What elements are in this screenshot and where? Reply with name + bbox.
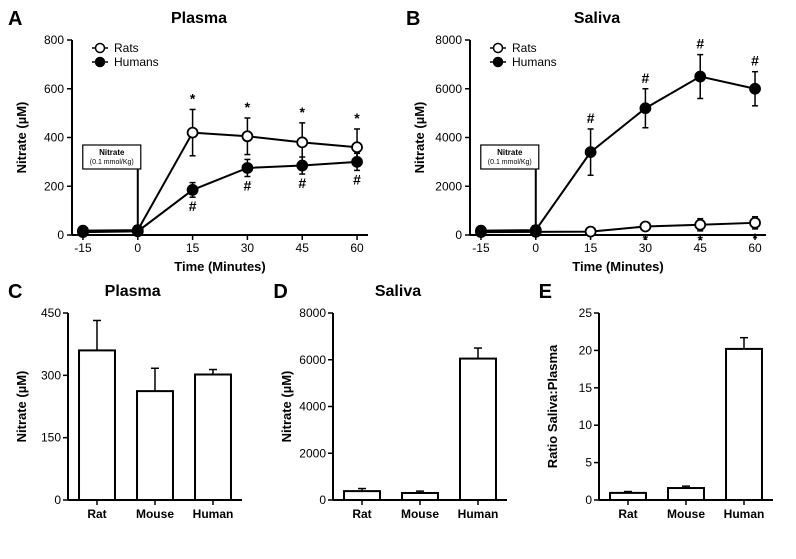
svg-text:Nitrate (µM): Nitrate (µM) — [14, 102, 29, 174]
panel-c: C Plasma 0 150 300 450 Nitrate (µM) Rat Mouse H… — [10, 283, 255, 528]
svg-text:6000: 6000 — [300, 353, 327, 367]
svg-text:Nitrate: Nitrate — [99, 148, 125, 157]
svg-text:#: # — [642, 70, 650, 86]
panel-title: Saliva — [408, 10, 786, 28]
svg-text:200: 200 — [44, 179, 64, 193]
svg-text:8000: 8000 — [300, 306, 327, 320]
svg-text:#: # — [353, 171, 361, 187]
svg-text:0: 0 — [134, 241, 141, 255]
svg-text:*: * — [190, 90, 196, 106]
svg-text:*: * — [752, 230, 758, 246]
svg-text:0: 0 — [585, 493, 592, 507]
svg-text:Human: Human — [723, 507, 764, 521]
svg-text:15: 15 — [186, 241, 200, 255]
svg-text:4000: 4000 — [435, 131, 462, 145]
chart-d: 0 2000 4000 6000 8000 Nitrate (µM) Rat Mouse Hum… — [275, 303, 515, 528]
figure: A Plasma 0200400600800-15015304560Time (… — [10, 10, 786, 528]
chart-c: 0 150 300 450 Nitrate (µM) Rat Mouse Human — [10, 303, 250, 528]
svg-text:*: * — [697, 232, 703, 248]
panel-label: A — [8, 8, 22, 31]
svg-text:*: * — [354, 110, 360, 126]
chart-a: 0 200 400 600 800 -15 0 15 30 45 60 Time (Minutes) N… — [10, 30, 380, 275]
svg-text:Mouse: Mouse — [667, 507, 705, 521]
svg-text:#: # — [751, 53, 759, 69]
bottom-row: C Plasma 0150300450Nitrate (µM)RatMouseH… — [10, 283, 786, 528]
svg-text:0: 0 — [54, 493, 61, 507]
svg-text:15: 15 — [578, 381, 592, 395]
svg-text:4000: 4000 — [300, 400, 327, 414]
svg-text:10: 10 — [578, 418, 592, 432]
svg-text:-15: -15 — [74, 241, 92, 255]
svg-text:0: 0 — [455, 228, 462, 242]
svg-text:Nitrate (µM): Nitrate (µM) — [279, 371, 294, 443]
svg-text:Time (Minutes): Time (Minutes) — [572, 259, 664, 274]
panel-title: Plasma — [10, 283, 255, 301]
svg-text:450: 450 — [41, 306, 61, 320]
svg-text:Rats: Rats — [114, 41, 139, 55]
svg-text:Humans: Humans — [114, 55, 159, 69]
svg-text:400: 400 — [44, 131, 64, 145]
panel-title: Plasma — [10, 10, 388, 28]
svg-text:600: 600 — [44, 82, 64, 96]
svg-text:Mouse: Mouse — [401, 507, 439, 521]
svg-text:25: 25 — [578, 306, 592, 320]
svg-text:Human: Human — [458, 507, 499, 521]
svg-text:Nitrate: Nitrate — [497, 148, 523, 157]
svg-text:8000: 8000 — [435, 33, 462, 47]
panel-label: C — [8, 281, 22, 304]
svg-text:-15: -15 — [472, 241, 490, 255]
panel-label: B — [406, 8, 420, 31]
svg-text:Nitrate (µM): Nitrate (µM) — [412, 102, 427, 174]
svg-text:45: 45 — [296, 241, 310, 255]
svg-text:60: 60 — [350, 241, 364, 255]
svg-text:(0.1 mmol/Kg): (0.1 mmol/Kg) — [90, 159, 134, 166]
svg-text:(0.1 mmol/Kg): (0.1 mmol/Kg) — [488, 159, 532, 166]
svg-text:Mouse: Mouse — [136, 507, 174, 521]
panel-label: D — [273, 281, 287, 304]
svg-text:Rat: Rat — [618, 507, 637, 521]
svg-text:300: 300 — [41, 368, 61, 382]
svg-text:Rat: Rat — [87, 507, 106, 521]
svg-text:0: 0 — [320, 493, 327, 507]
panel-title — [541, 283, 786, 301]
svg-text:Rat: Rat — [353, 507, 372, 521]
panel-a: A Plasma 0 200 400 600 800 -15 0 15 30 45 60 Time (… — [10, 10, 388, 275]
svg-text:800: 800 — [44, 33, 64, 47]
svg-text:Time (Minutes): Time (Minutes) — [174, 259, 266, 274]
svg-text:Ratio Saliva:Plasma: Ratio Saliva:Plasma — [545, 344, 560, 468]
svg-text:*: * — [643, 231, 649, 247]
chart-b: 02000400060008000-15015304560Time (Minut… — [408, 30, 778, 275]
svg-text:30: 30 — [241, 241, 255, 255]
svg-text:5: 5 — [585, 456, 592, 470]
panel-e: E 0 5 10 15 20 25 Ratio Saliva:Plasma Rat Mouse H… — [541, 283, 786, 528]
svg-text:Rats: Rats — [512, 41, 537, 55]
svg-text:0: 0 — [532, 241, 539, 255]
svg-text:#: # — [244, 178, 252, 194]
svg-text:*: * — [299, 104, 305, 120]
svg-text:*: * — [245, 99, 251, 115]
svg-text:#: # — [696, 36, 704, 52]
svg-text:2000: 2000 — [300, 446, 327, 460]
panel-b: B Saliva 02000400060008000-15015304560Ti… — [408, 10, 786, 275]
svg-text:#: # — [298, 175, 306, 191]
chart-e: 0 5 10 15 20 25 Ratio Saliva:Plasma Rat Mouse Hum… — [541, 303, 781, 528]
svg-text:0: 0 — [57, 228, 64, 242]
svg-text:#: # — [587, 110, 595, 126]
svg-text:20: 20 — [578, 343, 592, 357]
panel-d: D Saliva 0 2000 4000 6000 8000 Nitrate (µM) Ra… — [275, 283, 520, 528]
svg-text:Human: Human — [193, 507, 234, 521]
svg-text:6000: 6000 — [435, 82, 462, 96]
svg-text:2000: 2000 — [435, 179, 462, 193]
panel-title: Saliva — [275, 283, 520, 301]
svg-text:#: # — [189, 198, 197, 214]
panel-label: E — [539, 281, 552, 304]
svg-text:Nitrate (µM): Nitrate (µM) — [14, 371, 29, 443]
svg-text:Humans: Humans — [512, 55, 557, 69]
svg-text:150: 150 — [41, 431, 61, 445]
svg-text:15: 15 — [584, 241, 598, 255]
